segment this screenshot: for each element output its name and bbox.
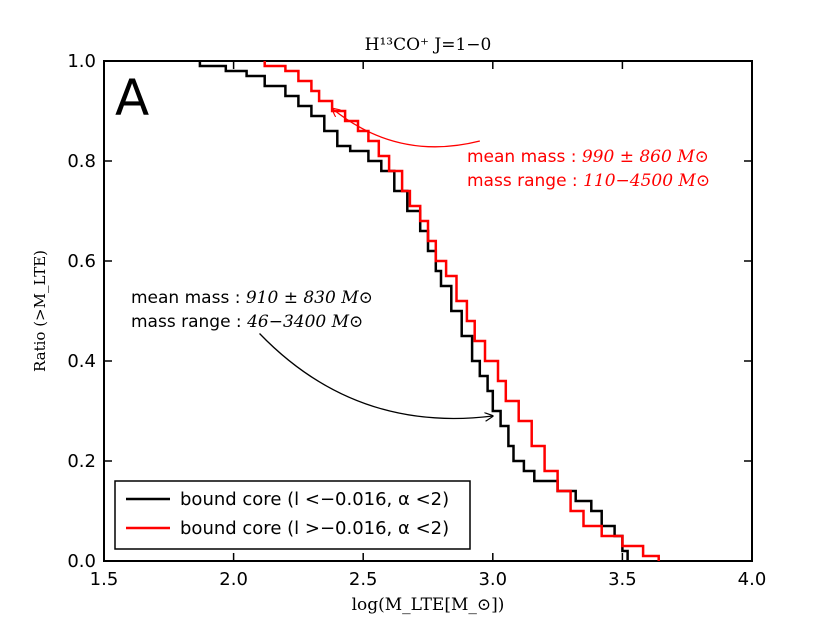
x-tick-label: 2.5	[349, 569, 378, 590]
annotations-group: mean mass : 990 ± 860 M⊙ mass range : 110…	[131, 109, 710, 419]
black-annotation-line-2: mass range : 46−3400 M⊙	[131, 312, 363, 332]
red-annotation-arrow	[332, 109, 480, 148]
y-tick-label: 1.0	[67, 51, 96, 72]
plot-frame	[103, 60, 753, 562]
chart-title: H¹³CO⁺ J=1−0	[365, 35, 492, 55]
x-tick-label: 3.0	[478, 569, 507, 590]
legend-label-1: bound core (l <−0.016, α <2)	[180, 489, 449, 510]
x-tick-label: 3.5	[608, 569, 637, 590]
y-tick-label: 0.0	[67, 551, 96, 572]
panel-label: A	[115, 69, 149, 127]
x-axis-label: log(M_LTE[M_⊙])	[352, 595, 505, 615]
y-tick-label: 0.8	[67, 151, 96, 172]
black-annotation-line-1: mean mass : 910 ± 830 M⊙	[131, 288, 373, 308]
legend-box	[114, 480, 471, 550]
x-tick-label: 2.0	[219, 569, 248, 590]
y-tick-label: 0.4	[67, 351, 96, 372]
red-annotation-line-1: mean mass : 990 ± 860 M⊙	[467, 147, 709, 167]
red-annotation-line-2: mass range : 110−4500 M⊙	[467, 171, 710, 191]
y-tick-label: 0.6	[67, 251, 96, 272]
y-axis-label: Ratio (>M_LTE)	[31, 250, 49, 372]
legend-label-2: bound core (l >−0.016, α <2)	[180, 518, 449, 539]
y-tick-label: 0.2	[67, 451, 96, 472]
x-tick-label: 4.0	[738, 569, 767, 590]
legend: bound core (l <−0.016, α <2) bound core (…	[114, 480, 471, 550]
x-tick-label: 1.5	[90, 569, 119, 590]
axis-ticks: 1.5 2.0 2.5 3.0 3.5 4.0 0.0 0.2 0.4 0.6 0.8 1.0	[67, 51, 766, 590]
black-annotation-arrow	[259, 333, 493, 419]
